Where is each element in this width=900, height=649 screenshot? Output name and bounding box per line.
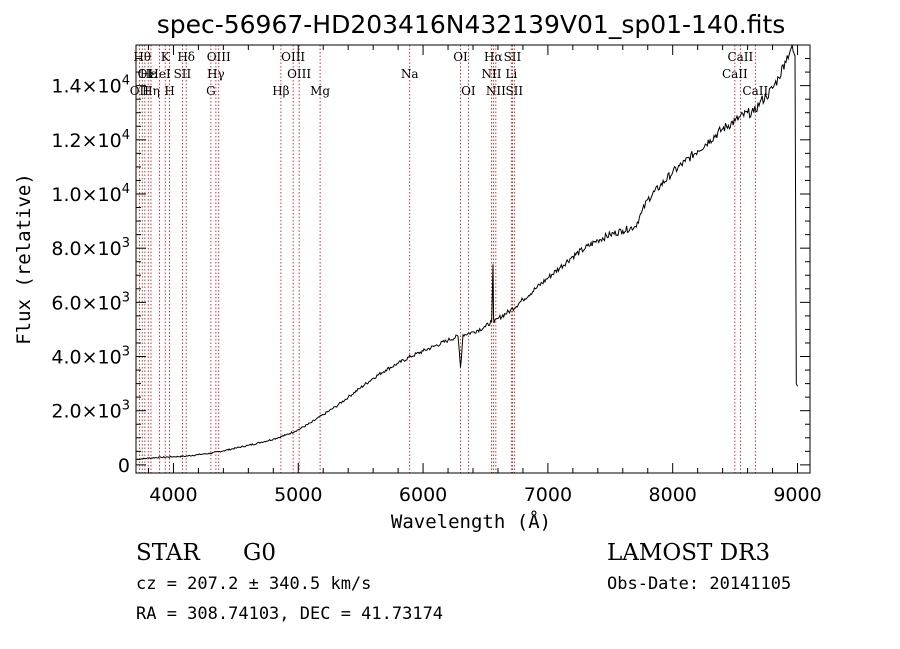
x-tick-label: 8000	[649, 484, 697, 506]
spectral-line-label: Hδ	[177, 50, 195, 64]
x-tick-label: 4000	[149, 484, 197, 506]
spectral-line-label: OIII	[207, 50, 231, 64]
spectral-line-label: Na	[401, 67, 419, 81]
y-tick-label: 4.0×103	[51, 345, 130, 369]
spectral-line-label: SII	[505, 84, 523, 98]
observation-date: Obs-Date: 20141105	[607, 574, 791, 594]
spectral-line-label: H	[164, 84, 174, 98]
spectral-line-labels: OIIHθOIHεHηHeIKHSIIHδGHγOIIIHβOIIIOIIIMg…	[130, 50, 769, 98]
redshift-cz: cz = 207.2 ± 340.5 km/s	[136, 574, 371, 594]
y-tick-mantissa: 0	[118, 455, 130, 477]
spectral-line-label: CaII	[727, 50, 753, 64]
y-tick-exponent: 3	[122, 290, 130, 305]
spectral-line-label: OIII	[281, 50, 305, 64]
y-axis-label: Flux (relative)	[13, 173, 35, 345]
spectral-line-label: Hθ	[133, 50, 151, 64]
y-tick-mantissa: 1.0×10	[51, 184, 121, 206]
y-tick-label: 1.4×104	[51, 74, 130, 98]
y-tick-exponent: 4	[122, 74, 130, 89]
spectral-line-label: OI	[138, 67, 153, 81]
survey-name: LAMOST DR3	[607, 540, 770, 566]
x-tick-label: 5000	[274, 484, 322, 506]
x-tick-label: 7000	[524, 484, 572, 506]
object-class: STAR	[136, 540, 200, 566]
spectral-line-label: Li	[505, 67, 517, 81]
spectral-line-label: K	[161, 50, 171, 64]
spectral-line-label: Hη	[142, 84, 160, 98]
spectral-line-label: CaII	[742, 84, 768, 98]
x-axis-ticks: 4000 5000 6000 7000 8000 9000	[147, 45, 822, 506]
x-axis-label: Wavelength (Å)	[391, 510, 551, 533]
y-tick-mantissa: 4.0×10	[51, 347, 121, 369]
y-tick-exponent: 3	[122, 236, 130, 251]
spectral-line-label: Hα	[484, 50, 503, 64]
spectral-line-label: SII	[504, 50, 522, 64]
spectral-line-label: NII	[486, 84, 506, 98]
spectral-line-label: OI	[461, 84, 476, 98]
y-axis-ticks: 02.0×1034.0×1036.0×1038.0×1031.0×1041.2×…	[51, 44, 810, 477]
spectral-line-label: G	[206, 84, 216, 98]
y-tick-exponent: 3	[122, 399, 130, 414]
y-tick-label: 1.2×104	[51, 128, 130, 152]
y-tick-mantissa: 1.2×10	[51, 130, 121, 152]
x-tick-label: 6000	[399, 484, 447, 506]
spectral-line-label: Hγ	[207, 67, 225, 81]
y-tick-mantissa: 6.0×10	[51, 292, 121, 314]
y-tick-mantissa: 2.0×10	[51, 401, 121, 423]
spectral-line-label: OI	[453, 50, 468, 64]
y-tick-label: 6.0×103	[51, 290, 130, 314]
spectral-lines-layer	[138, 45, 756, 473]
x-tick-label: 9000	[773, 484, 821, 506]
y-tick-label: 8.0×103	[51, 236, 130, 260]
y-tick-mantissa: 1.4×10	[51, 76, 121, 98]
object-subclass: G0	[243, 540, 276, 566]
y-tick-exponent: 4	[122, 182, 130, 197]
spectral-line-label: OII	[130, 84, 150, 98]
spectral-line-label: Hβ	[272, 84, 289, 98]
spectral-line-label: NII	[481, 67, 501, 81]
y-tick-label: 1.0×104	[51, 182, 130, 206]
spectral-line-label: Hε	[140, 67, 157, 81]
coordinates: RA = 308.74103, DEC = 41.73174	[136, 604, 443, 624]
y-tick-exponent: 4	[122, 128, 130, 143]
spectral-line-label: Mg	[310, 84, 330, 98]
y-tick-exponent: 3	[122, 345, 130, 360]
chart-title: spec-56967-HD203416N432139V01_sp01-140.f…	[157, 10, 786, 39]
spectral-line-label: CaII	[722, 67, 748, 81]
spectral-line-label: SII	[174, 67, 192, 81]
y-tick-label: 2.0×103	[51, 399, 130, 423]
y-tick-mantissa: 8.0×10	[51, 238, 121, 260]
spectral-line-label: OIII	[287, 67, 311, 81]
spectrum-series	[135, 44, 798, 461]
y-tick-label: 0	[118, 455, 130, 477]
spectral-line-label: HeI	[148, 67, 171, 81]
